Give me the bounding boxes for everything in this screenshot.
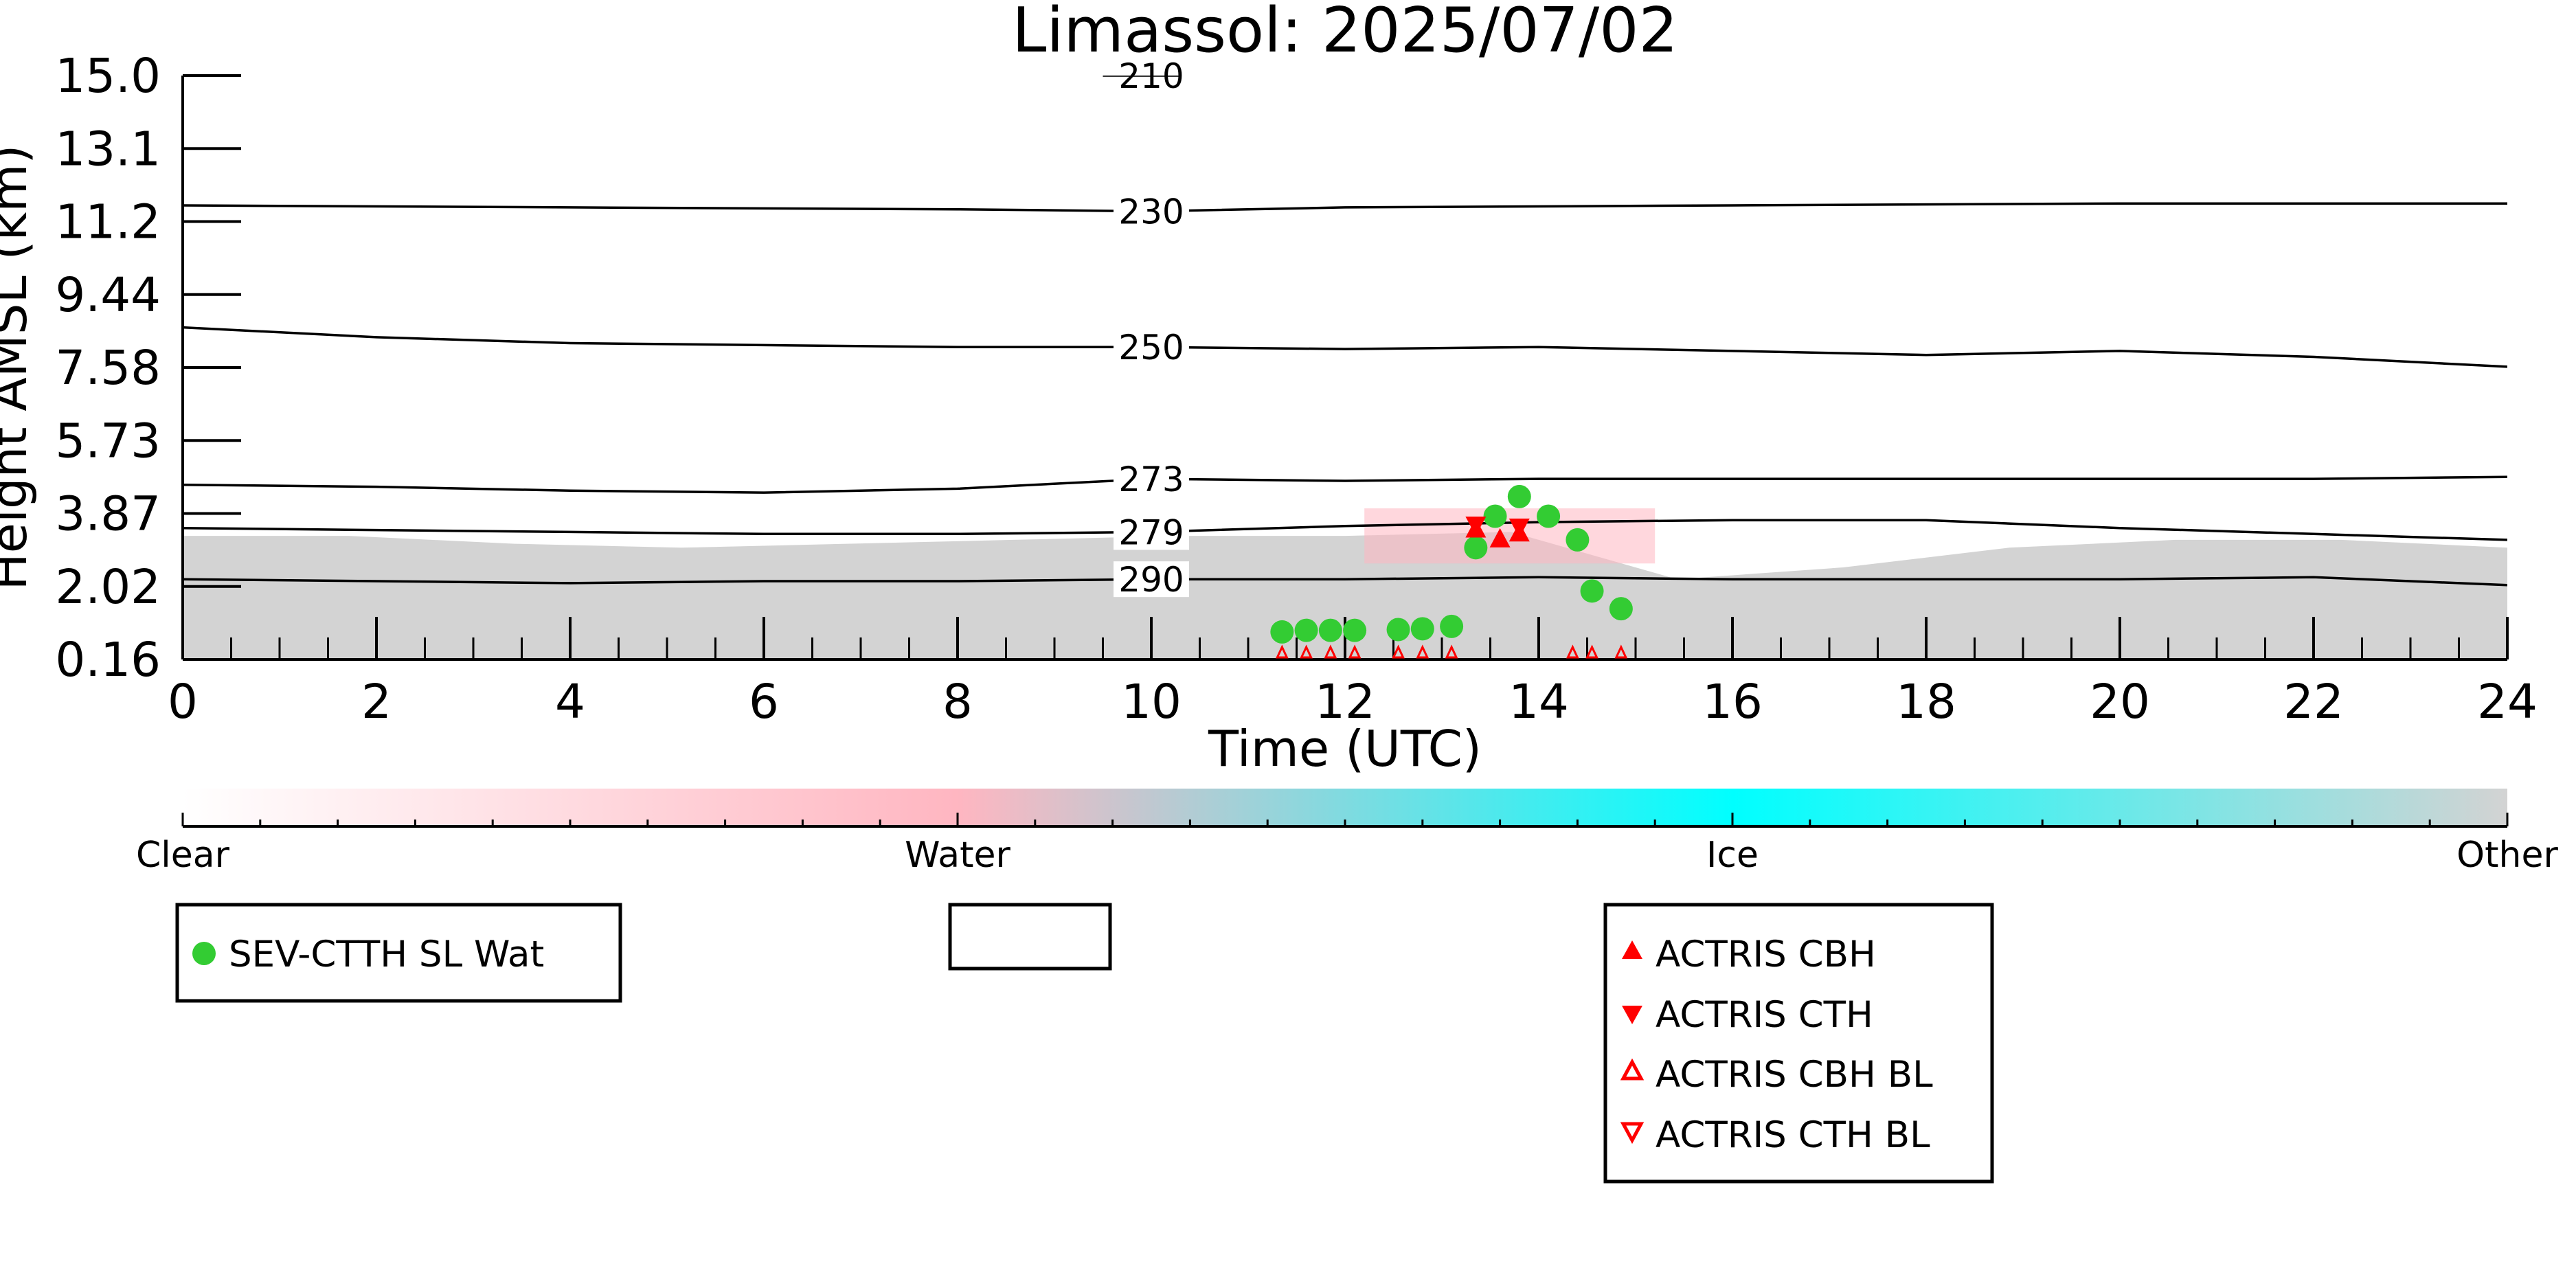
sev-ctth-point bbox=[1507, 484, 1531, 508]
x-tick-label: 16 bbox=[1702, 675, 1763, 730]
contour-line bbox=[183, 519, 2507, 541]
y-tick-label: 15.0 bbox=[55, 49, 161, 104]
actris-cbh-bl-point bbox=[1566, 644, 1579, 659]
contour-line bbox=[183, 202, 2507, 213]
contour-label: 210 bbox=[1118, 56, 1184, 96]
sev-ctth-point bbox=[1318, 618, 1342, 642]
x-tick-label: 6 bbox=[749, 675, 779, 730]
sev-ctth-point bbox=[1386, 618, 1410, 642]
actris-cbh-bl-point bbox=[1445, 644, 1458, 659]
legend-box bbox=[1603, 903, 1994, 1184]
legend-entry-cth: ACTRIS CTH bbox=[1656, 994, 1873, 1036]
sev-ctth-point bbox=[1270, 620, 1294, 644]
legend-box bbox=[948, 903, 1112, 971]
sev-ctth-point bbox=[1580, 579, 1604, 603]
y-tick-label: 7.58 bbox=[55, 341, 161, 396]
legend-entry-cth-bl: ACTRIS CTH BL bbox=[1656, 1114, 1930, 1156]
sev-circle-icon bbox=[192, 942, 216, 965]
x-tick-label: 0 bbox=[168, 675, 198, 730]
actris-cbh-bl-point bbox=[1585, 644, 1598, 659]
sev-ctth-point bbox=[1609, 597, 1633, 621]
colorbar-label: Water bbox=[905, 835, 1010, 876]
sev-ctth-point bbox=[1294, 618, 1318, 642]
contour-label-bg bbox=[1114, 561, 1189, 598]
plot-area bbox=[183, 76, 2507, 659]
actris-cbh-bl-point bbox=[1348, 644, 1362, 659]
y-tick-label: 13.1 bbox=[55, 122, 161, 177]
contour-label: 279 bbox=[1118, 512, 1184, 552]
y-tick-label: 9.44 bbox=[55, 268, 161, 323]
sev-ctth-point bbox=[1537, 504, 1561, 528]
colorbar-label: Ice bbox=[1706, 835, 1759, 876]
legend-entry-sev: SEV-CTTH SL Wat bbox=[229, 934, 544, 975]
colorbar: Clear Water Ice Other bbox=[136, 789, 2558, 876]
sev-ctth-point bbox=[1410, 617, 1434, 641]
x-tick-label: 12 bbox=[1315, 675, 1375, 730]
x-axis-label: Time (UTC) bbox=[1208, 720, 1482, 778]
sev-ctth-point bbox=[1566, 528, 1590, 552]
contour-label: 273 bbox=[1118, 460, 1184, 499]
contour-label-bg bbox=[1114, 461, 1189, 497]
actris-cbh-bl-point bbox=[1275, 644, 1289, 659]
chart-title: Limassol: 2025/07/02 bbox=[1012, 0, 1677, 67]
legend-box bbox=[175, 903, 622, 1003]
contour-label: 250 bbox=[1118, 328, 1184, 368]
sev-ctth-point bbox=[1464, 536, 1488, 560]
x-tick-label: 18 bbox=[1896, 675, 1956, 730]
y-tick-label: 0.16 bbox=[55, 633, 161, 688]
x-tick-label: 10 bbox=[1121, 675, 1182, 730]
triangle-down-icon bbox=[1622, 1006, 1642, 1024]
contour-line bbox=[183, 326, 2507, 368]
x-tick-label: 22 bbox=[2283, 675, 2344, 730]
y-tick-label: 5.73 bbox=[55, 414, 161, 468]
x-tick-label: 20 bbox=[2090, 675, 2150, 730]
contour-label-bg bbox=[1114, 329, 1189, 365]
actris-cbh-bl-point bbox=[1614, 644, 1628, 659]
sev-ctth-point bbox=[1483, 504, 1507, 528]
contour-label-bg bbox=[1114, 514, 1189, 550]
x-tick-label: 8 bbox=[942, 675, 973, 730]
y-tick-label: 2.02 bbox=[55, 560, 161, 615]
actris-cbh-point bbox=[1489, 528, 1511, 547]
x-tick-label: 14 bbox=[1509, 675, 1569, 730]
triangle-up-open-icon bbox=[1620, 1058, 1645, 1081]
actris-cbh-bl-point bbox=[1392, 644, 1405, 659]
contour-label: 290 bbox=[1118, 560, 1184, 600]
y-tick-label: 11.2 bbox=[55, 195, 161, 250]
legend-entry-cbh-bl: ACTRIS CBH BL bbox=[1656, 1054, 1933, 1096]
actris-cth-point bbox=[1509, 518, 1530, 538]
legend-actris: ACTRIS CBH ACTRIS CTH ACTRIS CBH BL ACTR… bbox=[1603, 903, 1994, 1184]
actris-cbh-bl-point bbox=[1300, 644, 1313, 659]
contour-line bbox=[183, 475, 2507, 494]
colorbar-label: Clear bbox=[136, 835, 230, 876]
y-tick-label: 3.87 bbox=[55, 487, 161, 542]
y-axis-label: Height AMSL (km) bbox=[0, 145, 38, 591]
contour-label-bg bbox=[1114, 193, 1189, 229]
legend-sev: SEV-CTTH SL Wat bbox=[175, 903, 622, 1003]
legend-empty bbox=[948, 903, 1112, 971]
actris-cbh-bl-point bbox=[1324, 644, 1337, 659]
contour-label: 230 bbox=[1118, 192, 1184, 232]
x-tick-label: 24 bbox=[2477, 675, 2538, 730]
actris-cbh-bl-point bbox=[1416, 644, 1430, 659]
x-tick-label: 2 bbox=[361, 675, 392, 730]
sev-ctth-point bbox=[1440, 614, 1464, 638]
contour-line bbox=[183, 576, 2507, 587]
phase-layer-water bbox=[1364, 508, 1656, 564]
triangle-up-icon bbox=[1622, 940, 1642, 959]
colorbar-label: Other bbox=[2456, 835, 2558, 876]
legend-entry-cbh: ACTRIS CBH bbox=[1656, 934, 1876, 975]
actris-cth-point bbox=[1465, 516, 1487, 536]
sev-ctth-point bbox=[1343, 618, 1367, 642]
triangle-down-open-icon bbox=[1620, 1122, 1645, 1144]
x-tick-label: 4 bbox=[555, 675, 585, 730]
